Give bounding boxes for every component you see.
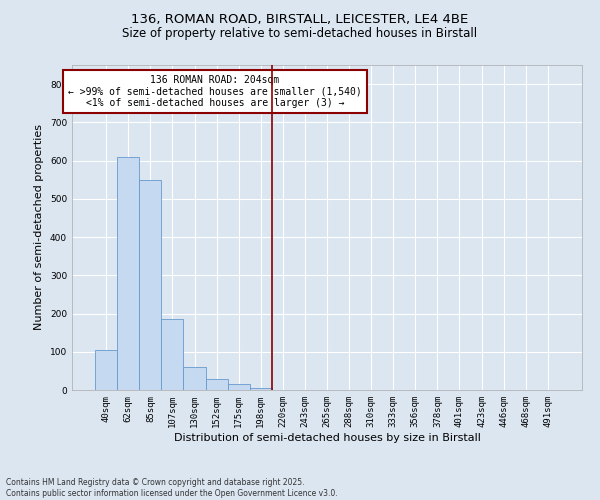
- Text: 136, ROMAN ROAD, BIRSTALL, LEICESTER, LE4 4BE: 136, ROMAN ROAD, BIRSTALL, LEICESTER, LE…: [131, 12, 469, 26]
- Bar: [117, 157, 139, 390]
- Bar: [206, 378, 227, 390]
- Y-axis label: Number of semi-detached properties: Number of semi-detached properties: [34, 124, 44, 330]
- Bar: [250, 388, 272, 390]
- Bar: [95, 350, 117, 390]
- Text: 136 ROMAN ROAD: 204sqm
← >99% of semi-detached houses are smaller (1,540)
<1% of: 136 ROMAN ROAD: 204sqm ← >99% of semi-de…: [68, 74, 362, 108]
- Text: Size of property relative to semi-detached houses in Birstall: Size of property relative to semi-detach…: [122, 28, 478, 40]
- Bar: [161, 320, 184, 390]
- Text: Contains HM Land Registry data © Crown copyright and database right 2025.
Contai: Contains HM Land Registry data © Crown c…: [6, 478, 338, 498]
- Bar: [184, 367, 206, 390]
- X-axis label: Distribution of semi-detached houses by size in Birstall: Distribution of semi-detached houses by …: [173, 432, 481, 442]
- Bar: [139, 180, 161, 390]
- Bar: [227, 384, 250, 390]
